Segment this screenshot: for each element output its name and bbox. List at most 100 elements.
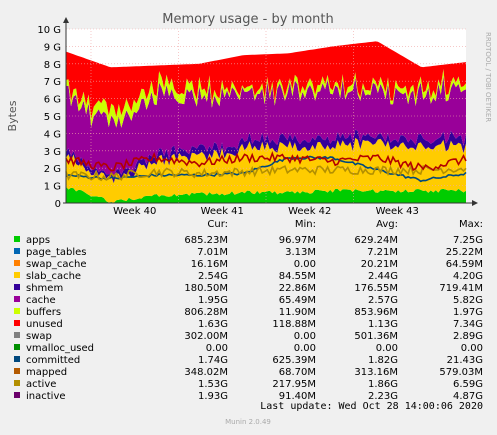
legend-cur-mapped: 348.02M xyxy=(184,367,228,378)
legend-swatch-mapped xyxy=(14,368,20,374)
y-tick-label: 6 G xyxy=(44,95,61,106)
legend-max-vmalloc_used: 0.00 xyxy=(461,343,483,354)
y-tick-label: 5 G xyxy=(44,112,61,123)
legend-min-active: 217.95M xyxy=(272,379,316,390)
legend-cur-swap_cache: 16.16M xyxy=(191,259,228,270)
legend-max-page_tables: 25.22M xyxy=(446,247,483,258)
legend-min-mapped: 68.70M xyxy=(279,367,316,378)
legend-cur-committed: 1.74G xyxy=(198,355,228,366)
legend-header-max: Max: xyxy=(459,219,483,230)
legend-cur-active: 1.53G xyxy=(198,379,228,390)
legend-cur-slab_cache: 2.54G xyxy=(198,271,228,282)
legend-min-unused: 118.88M xyxy=(272,319,316,330)
legend-min-inactive: 91.40M xyxy=(279,391,316,402)
legend-avg-swap_cache: 20.21M xyxy=(361,259,398,270)
legend-avg-swap: 501.36M xyxy=(354,331,398,342)
legend-avg-inactive: 2.23G xyxy=(368,391,398,402)
legend-label-swap_cache: swap_cache xyxy=(26,259,86,270)
legend-header-cur: Cur: xyxy=(207,219,228,230)
legend-swatch-inactive xyxy=(14,392,20,398)
legend-avg-slab_cache: 2.44G xyxy=(368,271,398,282)
legend-swatch-slab_cache xyxy=(14,272,20,278)
line-committed xyxy=(65,155,467,183)
legend-max-active: 6.59G xyxy=(453,379,483,390)
legend-swatch-active xyxy=(14,380,20,386)
legend-avg-active: 1.86G xyxy=(368,379,398,390)
legend-avg-shmem: 176.55M xyxy=(354,283,398,294)
legend-max-cache: 5.82G xyxy=(453,295,483,306)
y-tick-label: 10 G xyxy=(37,25,61,36)
legend-swatch-shmem xyxy=(14,284,20,290)
legend-avg-vmalloc_used: 0.00 xyxy=(376,343,398,354)
area-apps xyxy=(66,186,466,203)
legend-cur-apps: 685.23M xyxy=(184,235,228,246)
legend-min-shmem: 22.86M xyxy=(279,283,316,294)
legend-min-slab_cache: 84.55M xyxy=(279,271,316,282)
legend-max-unused: 7.34G xyxy=(453,319,483,330)
series-lines xyxy=(65,150,467,183)
y-axis-label: Bytes xyxy=(6,100,19,131)
legend-cur-inactive: 1.93G xyxy=(198,391,228,402)
legend-label-slab_cache: slab_cache xyxy=(26,271,81,282)
legend-label-shmem: shmem xyxy=(26,283,63,294)
legend-swatch-swap xyxy=(14,332,20,338)
legend-header-avg: Avg: xyxy=(376,219,398,230)
x-tick-label: Week 40 xyxy=(113,206,156,217)
legend-min-vmalloc_used: 0.00 xyxy=(294,343,316,354)
legend-label-swap: swap xyxy=(26,331,52,342)
legend-label-unused: unused xyxy=(26,319,63,330)
legend-min-swap_cache: 0.00 xyxy=(294,259,316,270)
legend-swatch-page_tables xyxy=(14,248,20,254)
x-tick-label: Week 43 xyxy=(376,206,419,217)
legend-avg-mapped: 313.16M xyxy=(354,367,398,378)
legend-min-cache: 65.49M xyxy=(279,295,316,306)
last-update-text: Last update: Wed Oct 28 14:00:06 2020 xyxy=(260,401,483,412)
grid-lines xyxy=(66,28,466,203)
legend-max-committed: 21.43G xyxy=(447,355,483,366)
area-cache xyxy=(66,129,466,184)
legend-swatch-apps xyxy=(14,236,20,242)
legend-label-vmalloc_used: vmalloc_used xyxy=(26,343,94,354)
y-tick-label: 9 G xyxy=(44,42,61,53)
legend-min-swap: 0.00 xyxy=(294,331,316,342)
legend-min-committed: 625.39M xyxy=(272,355,316,366)
legend-max-buffers: 1.97G xyxy=(453,307,483,318)
x-tick-label: Week 41 xyxy=(201,206,244,217)
legend-label-cache: cache xyxy=(26,295,56,306)
y-tick-label: 8 G xyxy=(44,60,61,71)
legend-swatch-unused xyxy=(14,320,20,326)
y-tick-label: 0 xyxy=(55,199,61,210)
legend-min-apps: 96.97M xyxy=(279,235,316,246)
legend-label-mapped: mapped xyxy=(26,367,67,378)
legend-label-page_tables: page_tables xyxy=(26,247,87,258)
legend-label-buffers: buffers xyxy=(26,307,61,318)
x-axis-arrow xyxy=(472,200,478,206)
legend-max-swap: 2.89G xyxy=(453,331,483,342)
line-active xyxy=(65,163,467,182)
legend-max-swap_cache: 64.59M xyxy=(446,259,483,270)
legend-header-min: Min: xyxy=(295,219,316,230)
y-tick-label: 3 G xyxy=(44,147,61,158)
legend-label-apps: apps xyxy=(26,235,50,246)
y-axis-arrow xyxy=(63,17,69,23)
legend-avg-buffers: 853.96M xyxy=(354,307,398,318)
legend-max-shmem: 719.41M xyxy=(439,283,483,294)
area-swap xyxy=(66,41,466,119)
legend-swatch-committed xyxy=(14,356,20,362)
legend-swatch-cache xyxy=(14,296,20,302)
legend-label-inactive: inactive xyxy=(26,391,66,402)
x-tick-labels: Week 40 Week 41 Week 42 Week 43 xyxy=(113,206,419,217)
legend-cur-swap: 302.00M xyxy=(184,331,228,342)
legend-swatch-vmalloc_used xyxy=(14,344,20,350)
legend-max-inactive: 4.87G xyxy=(453,391,483,402)
legend-avg-committed: 1.82G xyxy=(368,355,398,366)
legend-avg-unused: 1.13G xyxy=(368,319,398,330)
y-tick-label: 1 G xyxy=(44,182,61,193)
legend-cur-unused: 1.63G xyxy=(198,319,228,330)
legend-max-mapped: 579.03M xyxy=(439,367,483,378)
legend-cur-cache: 1.95G xyxy=(198,295,228,306)
legend-max-slab_cache: 4.20G xyxy=(453,271,483,282)
legend-label-active: active xyxy=(26,379,56,390)
